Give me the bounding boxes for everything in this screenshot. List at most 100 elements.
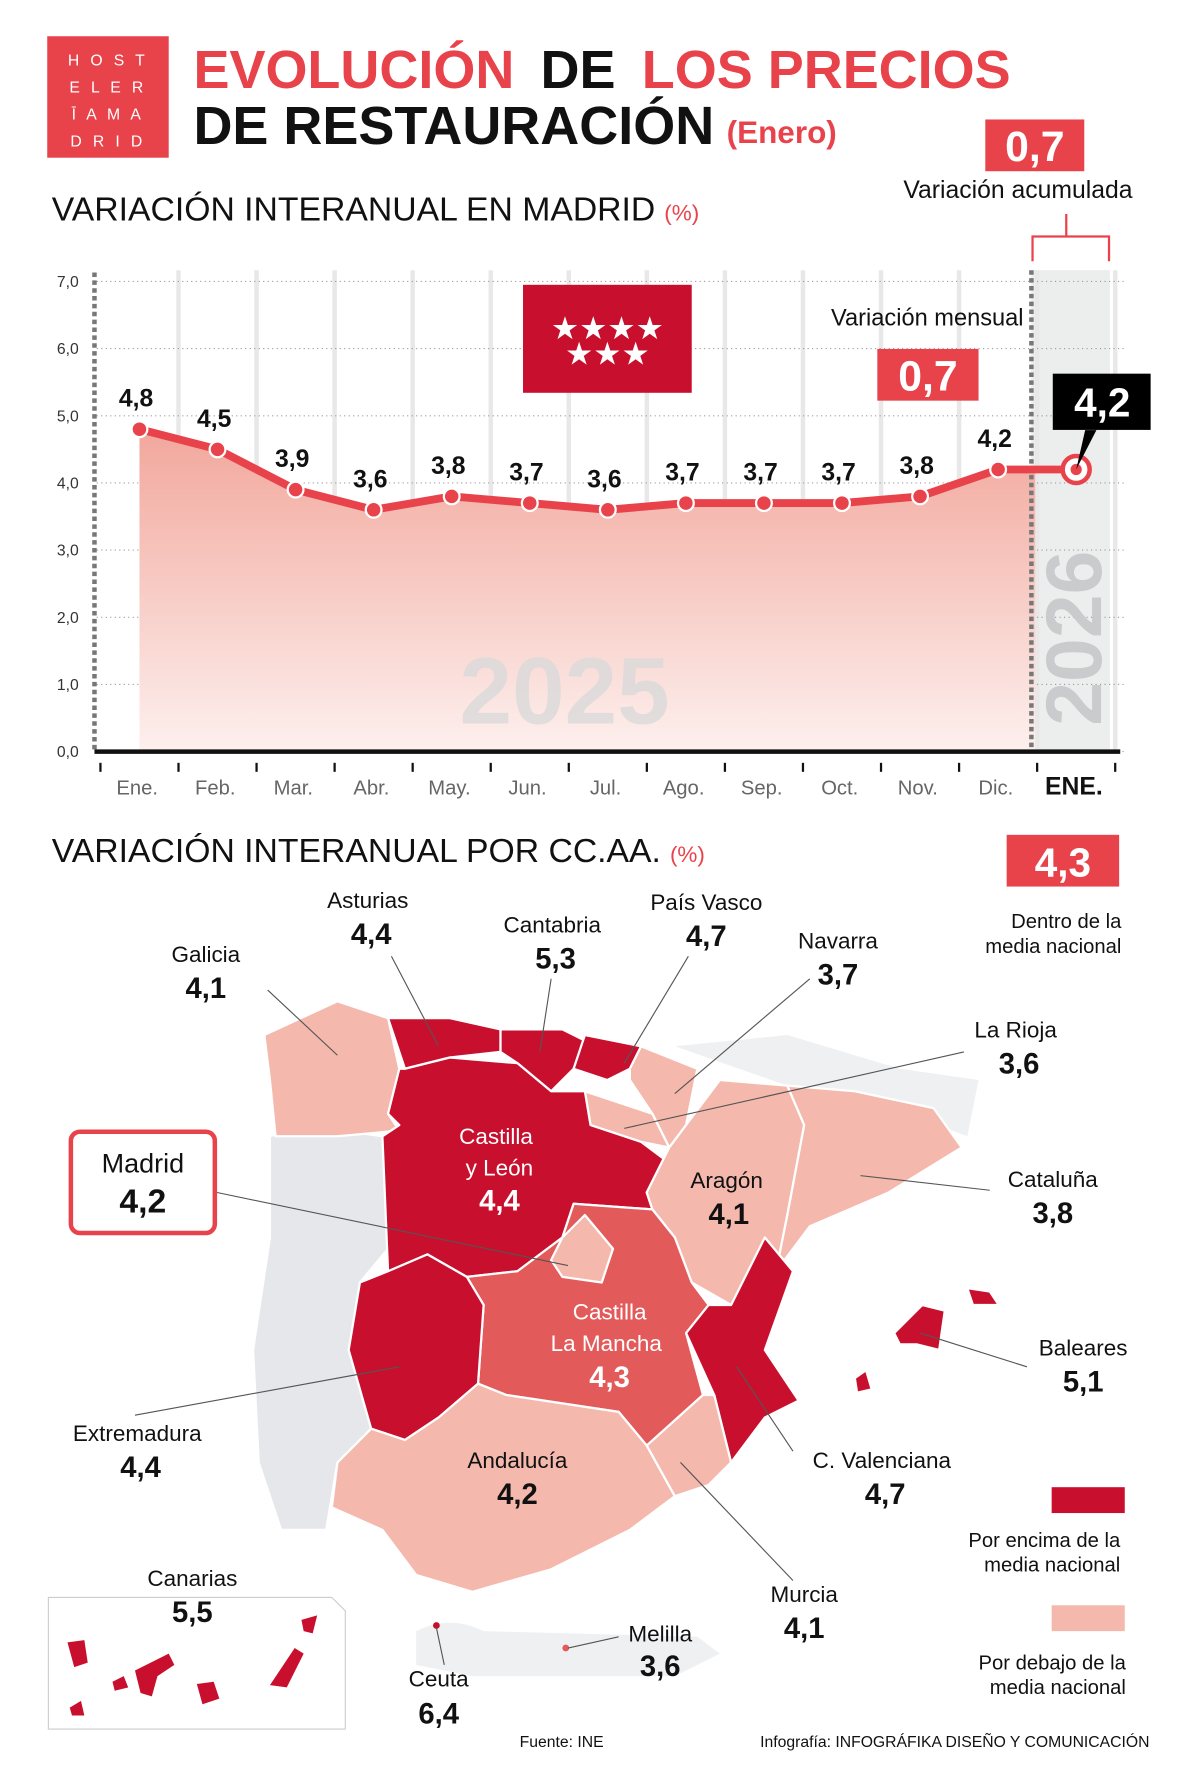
data-label: 3,8: [899, 453, 933, 480]
data-point: [676, 494, 695, 513]
y-tick-label: 5,0: [57, 408, 79, 425]
region-galicia[interactable]: [263, 1000, 401, 1138]
data-label: 4,8: [119, 386, 153, 413]
region-value: 5,1: [1063, 1367, 1104, 1399]
region-name: Castilla: [459, 1124, 533, 1149]
region-name: País Vasco: [650, 890, 762, 915]
x-tick-label: Ene.: [116, 777, 158, 799]
data-label: 3,7: [743, 460, 777, 487]
y-tick-label: 0,0: [57, 744, 79, 761]
title-part: EVOLUCIÓN: [193, 40, 514, 100]
x-tick-label: Ago.: [663, 777, 705, 799]
region-value: 3,7: [818, 959, 859, 991]
map-legend: Por encima de la media nacional Por deba…: [968, 1487, 1127, 1699]
region-name: La Rioja: [974, 1017, 1057, 1042]
national-average-label: media nacional: [985, 936, 1121, 958]
title-part: LOS PRECIOS: [642, 40, 1011, 100]
accumulated-bracket: [1031, 213, 1111, 262]
region-value: 3,6: [999, 1048, 1040, 1080]
logo-text: H O S T: [68, 52, 148, 69]
legend-label: media nacional: [984, 1555, 1120, 1577]
page-title-line2: DE RESTAURACIÓN: [193, 96, 714, 156]
star-icons: ★★★: [565, 336, 650, 372]
region-ceuta[interactable]: [433, 1622, 440, 1629]
data-label: 4,2: [978, 426, 1012, 453]
region-name: Cataluña: [1008, 1167, 1098, 1192]
monthly-variation-badge: [877, 348, 979, 401]
section-unit: (%): [664, 201, 699, 226]
region-name: Aragón: [690, 1168, 763, 1193]
data-point: [130, 420, 149, 439]
accumulated-badge: [985, 119, 1085, 172]
x-tick-label: Abr.: [353, 777, 389, 799]
region-value: 4,1: [186, 973, 227, 1005]
y-tick-label: 6,0: [57, 341, 79, 358]
legend-swatch-above: [1051, 1487, 1125, 1514]
region-name: Extremadura: [73, 1421, 202, 1446]
region-name: Navarra: [798, 928, 878, 953]
data-label: 3,7: [509, 460, 543, 487]
monthly-variation-value: 0,7: [898, 353, 957, 401]
region-value: 4,1: [709, 1199, 750, 1231]
year-2026-band: [1031, 270, 1110, 752]
logo-text: D R I D: [70, 133, 145, 150]
data-point: [832, 494, 851, 513]
data-label: 3,6: [353, 466, 387, 493]
region-name: Baleares: [1039, 1336, 1128, 1361]
region-melilla[interactable]: [562, 1644, 570, 1652]
region-labels: Galicia 4,1 Asturias 4,4 Cantabria 5,3 P…: [73, 888, 1128, 1730]
region-cantabria[interactable]: [499, 1028, 587, 1093]
region-value: 4,7: [686, 921, 727, 953]
region-name: y León: [466, 1156, 534, 1181]
region-name: Canarias: [147, 1566, 237, 1591]
x-tick-label: Oct.: [821, 777, 858, 799]
current-value-box: [1052, 373, 1151, 430]
national-average-badge: [1006, 834, 1120, 887]
section-unit: (%): [670, 842, 705, 867]
year-label-2025: 2025: [460, 638, 670, 744]
y-tick-label: 4,0: [57, 476, 79, 493]
region-pais-vasco[interactable]: [572, 1033, 643, 1082]
region-value: 4,4: [479, 1185, 520, 1217]
data-point: [989, 460, 1008, 479]
data-point: [520, 494, 539, 513]
accumulated-label: Variación acumulada: [903, 177, 1132, 204]
madrid-section-title: VARIACIÓN INTERANUAL EN MADRID (%): [52, 191, 700, 229]
star-icons: ★★★★: [551, 310, 664, 346]
data-point: [1070, 463, 1082, 476]
region-value: 3,6: [640, 1651, 681, 1683]
region-baleares[interactable]: [853, 1286, 1000, 1394]
region-name: Madrid: [102, 1148, 184, 1178]
x-tick-label: Nov.: [898, 777, 938, 799]
region-name: C. Valenciana: [813, 1448, 952, 1473]
title-month: (Enero): [727, 114, 837, 150]
data-point: [442, 487, 461, 506]
leader-lines: [134, 956, 1028, 1666]
legend-label: media nacional: [990, 1677, 1126, 1699]
x-tick-label: Jul.: [590, 777, 622, 799]
region-value: 4,7: [865, 1479, 906, 1511]
logo-text: Ī A M A: [72, 105, 145, 123]
data-label-current: 4,2: [1074, 379, 1130, 425]
madrid-line-chart: 0,0 1,0 2,0 3,0 4,0 5,0 6,0 7,0 2025 2026 4,8 Ene. 4…: [57, 270, 1151, 800]
data-label: 3,9: [275, 446, 309, 473]
canarias-inset: [47, 1596, 346, 1730]
region-valenciana[interactable]: [684, 1236, 800, 1464]
region-murcia[interactable]: [645, 1393, 733, 1498]
region-cataluna[interactable]: [774, 1084, 963, 1273]
data-label: 3,6: [587, 466, 621, 493]
y-tick-label: 1,0: [57, 677, 79, 694]
region-name: La Mancha: [551, 1331, 663, 1356]
legend-label: Por debajo de la: [979, 1652, 1127, 1674]
region-value: 4,3: [589, 1362, 630, 1394]
data-point: [364, 500, 383, 519]
callout-pointer: [1076, 430, 1097, 470]
region-name: Castilla: [573, 1300, 647, 1325]
x-tick-label: Dic.: [978, 777, 1013, 799]
region-name: Cantabria: [504, 913, 602, 938]
data-point: [286, 480, 305, 499]
credit-text: Infografía: INFOGRÁFIKA DISEÑO Y COMUNIC…: [760, 1731, 1149, 1751]
year-label-2026: 2026: [1030, 551, 1118, 726]
region-name: Asturias: [327, 888, 408, 913]
